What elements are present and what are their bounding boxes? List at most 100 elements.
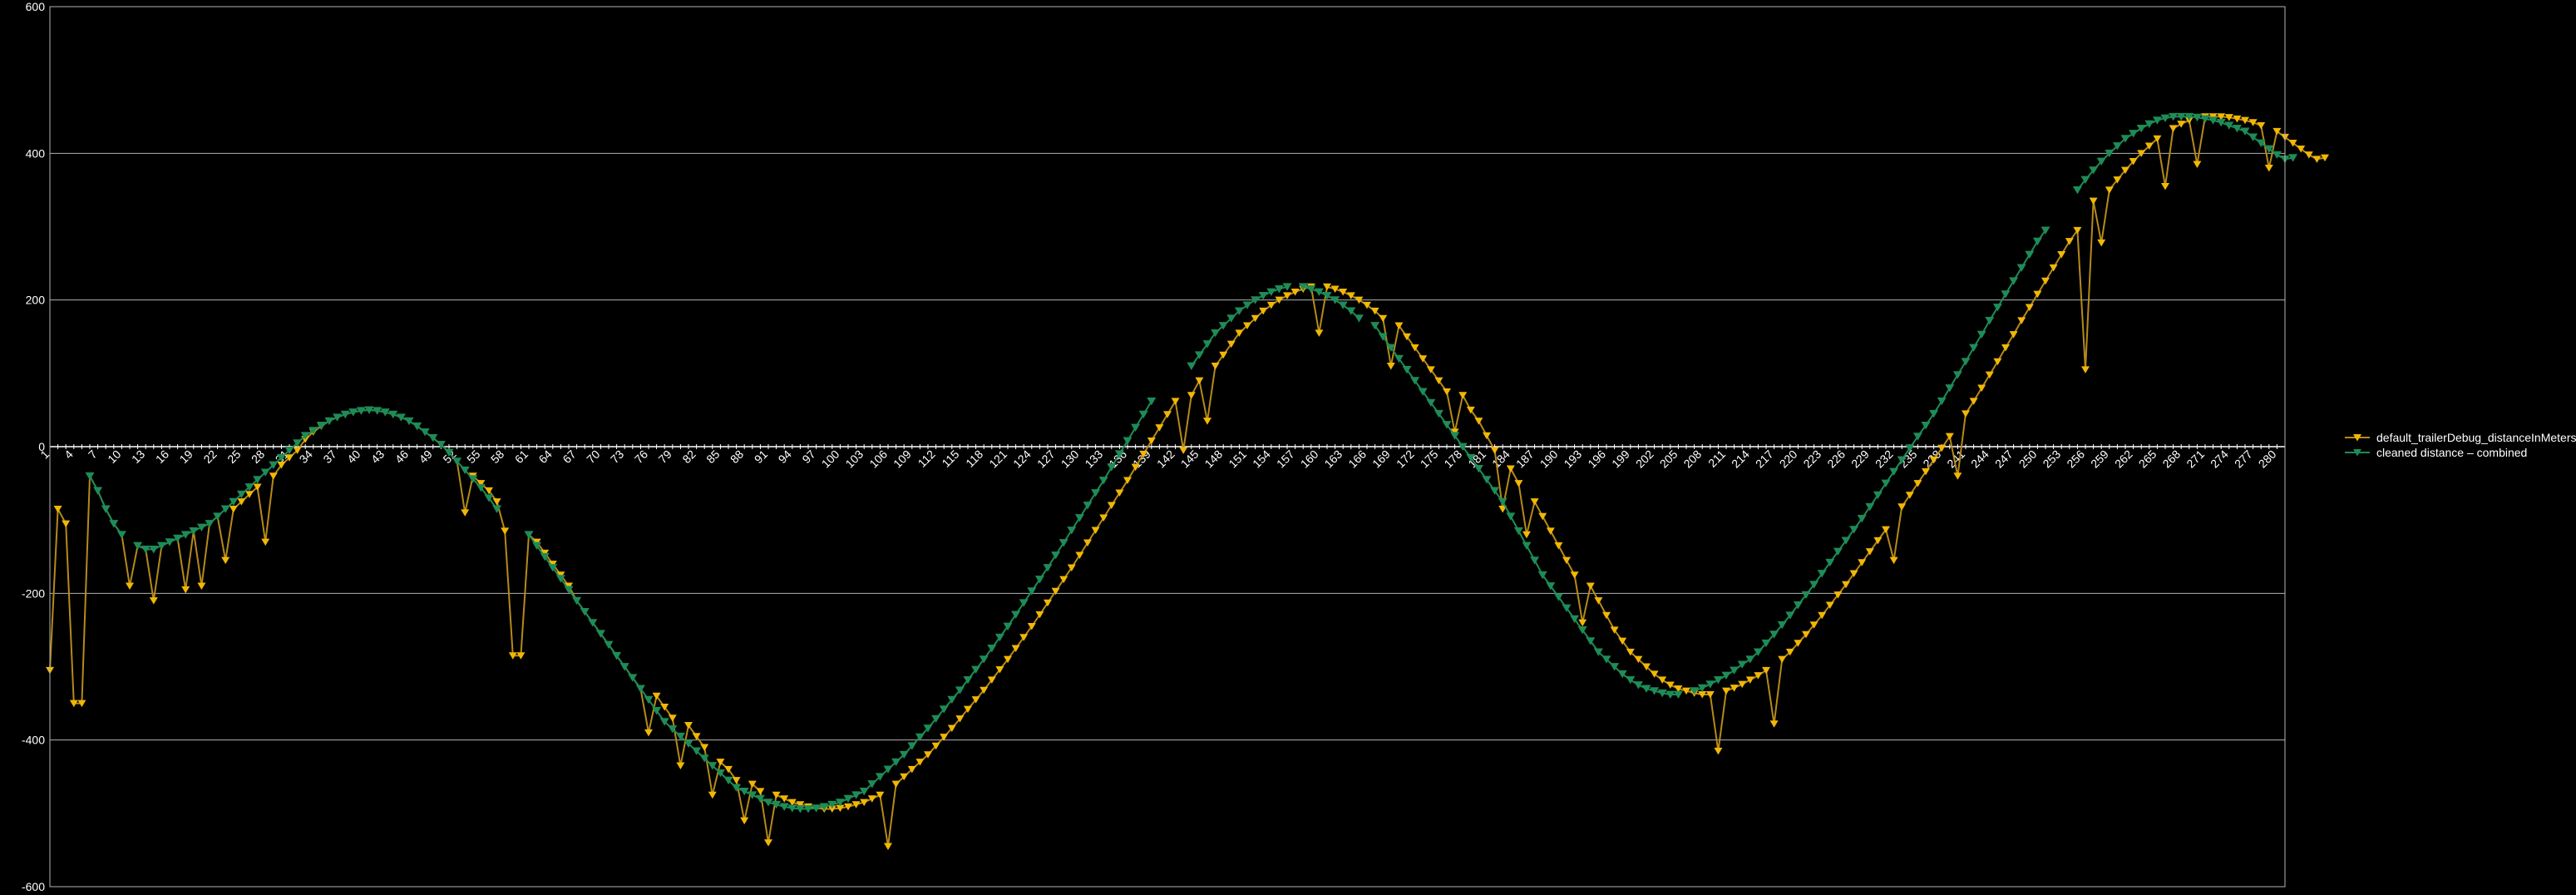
data-point: [508, 652, 517, 660]
data-point: [229, 505, 238, 513]
data-point: [580, 607, 590, 616]
data-point: [2208, 116, 2218, 125]
data-point: [2136, 124, 2146, 133]
data-point: [2112, 142, 2122, 151]
y-tick-label: 0: [38, 440, 45, 453]
data-point: [1721, 671, 1731, 680]
data-point: [795, 805, 805, 813]
legend-label: cleaned distance – combined: [2376, 446, 2527, 459]
data-point: [1426, 398, 1436, 408]
data-point: [1745, 676, 1754, 684]
data-point: [755, 794, 765, 804]
data-point: [628, 674, 638, 682]
data-point: [2288, 154, 2298, 162]
data-point: [1594, 597, 1603, 605]
data-point: [316, 422, 326, 430]
legend-swatch-marker: [2353, 434, 2361, 442]
data-point: [452, 457, 462, 466]
data-point: [396, 413, 406, 422]
data-point: [2089, 166, 2099, 175]
data-point: [1314, 288, 1324, 296]
data-point: [1889, 467, 1899, 476]
data-point: [1506, 465, 1515, 472]
data-point: [1418, 388, 1428, 396]
data-point: [501, 527, 510, 535]
data-point: [412, 422, 422, 431]
data-point: [261, 538, 270, 546]
series-cleaned-distance: [85, 112, 2298, 813]
data-point: [964, 705, 972, 714]
data-point: [1099, 514, 1108, 522]
data-point: [492, 505, 502, 513]
data-point: [2041, 277, 2050, 285]
data-point: [1098, 477, 1108, 485]
data-point: [269, 461, 279, 469]
data-point: [1202, 340, 1212, 349]
data-point: [444, 448, 454, 457]
data-point: [293, 439, 303, 448]
data-point: [1889, 556, 1898, 565]
data-point: [237, 498, 246, 506]
data-point: [708, 762, 718, 770]
data-point: [1969, 344, 1979, 352]
data-point: [1858, 559, 1867, 566]
data-point: [1570, 615, 1580, 624]
data-point: [1554, 542, 1563, 550]
data-point: [1745, 655, 1755, 664]
data-point: [2161, 183, 2169, 190]
data-point: [1722, 687, 1730, 695]
data-point: [1338, 301, 1348, 309]
data-point: [987, 676, 996, 684]
data-point: [1226, 314, 1236, 323]
data-point: [1705, 680, 1715, 689]
data-point: [859, 787, 869, 796]
data-point: [141, 546, 151, 554]
data-point: [2105, 186, 2114, 194]
data-point: [1754, 672, 1763, 680]
data-point: [1578, 619, 1587, 627]
y-tick-label: -600: [22, 880, 45, 893]
data-point: [404, 417, 414, 426]
data-point: [1762, 666, 1770, 675]
data-point: [644, 729, 653, 737]
data-point: [260, 468, 270, 477]
data-point: [1290, 288, 1300, 296]
data-point: [1865, 548, 1874, 556]
data-point: [1035, 611, 1044, 619]
data-point: [229, 497, 239, 507]
data-point: [875, 773, 885, 781]
data-point: [692, 733, 701, 740]
data-point: [492, 498, 501, 506]
data-point: [947, 695, 957, 705]
data-point: [324, 417, 334, 426]
data-point: [1011, 645, 1020, 652]
data-point: [276, 453, 286, 462]
data-point: [1346, 307, 1356, 315]
data-point: [1937, 397, 1947, 406]
data-point: [2217, 113, 2226, 121]
data-point: [867, 795, 876, 803]
data-point: [1163, 411, 1172, 418]
data-point: [2241, 116, 2249, 125]
data-point: [1275, 296, 1284, 304]
data-point: [189, 527, 199, 536]
data-point: [923, 724, 933, 733]
data-point: [1442, 421, 1452, 429]
data-point: [588, 619, 598, 627]
legend-item: cleaned distance – combined: [2345, 446, 2527, 459]
data-point: [843, 794, 853, 804]
data-point: [2153, 135, 2162, 143]
data-point: [1483, 432, 1491, 440]
data-point: [1043, 564, 1053, 572]
data-point: [1044, 599, 1052, 607]
data-point: [269, 472, 278, 480]
data-point: [1841, 537, 1851, 545]
data-point: [2137, 150, 2146, 157]
data-point: [221, 556, 230, 565]
data-point: [1953, 472, 1962, 480]
data-point: [213, 512, 223, 521]
data-point: [1618, 637, 1627, 645]
data-point: [684, 722, 693, 729]
data-point: [1897, 503, 1907, 511]
